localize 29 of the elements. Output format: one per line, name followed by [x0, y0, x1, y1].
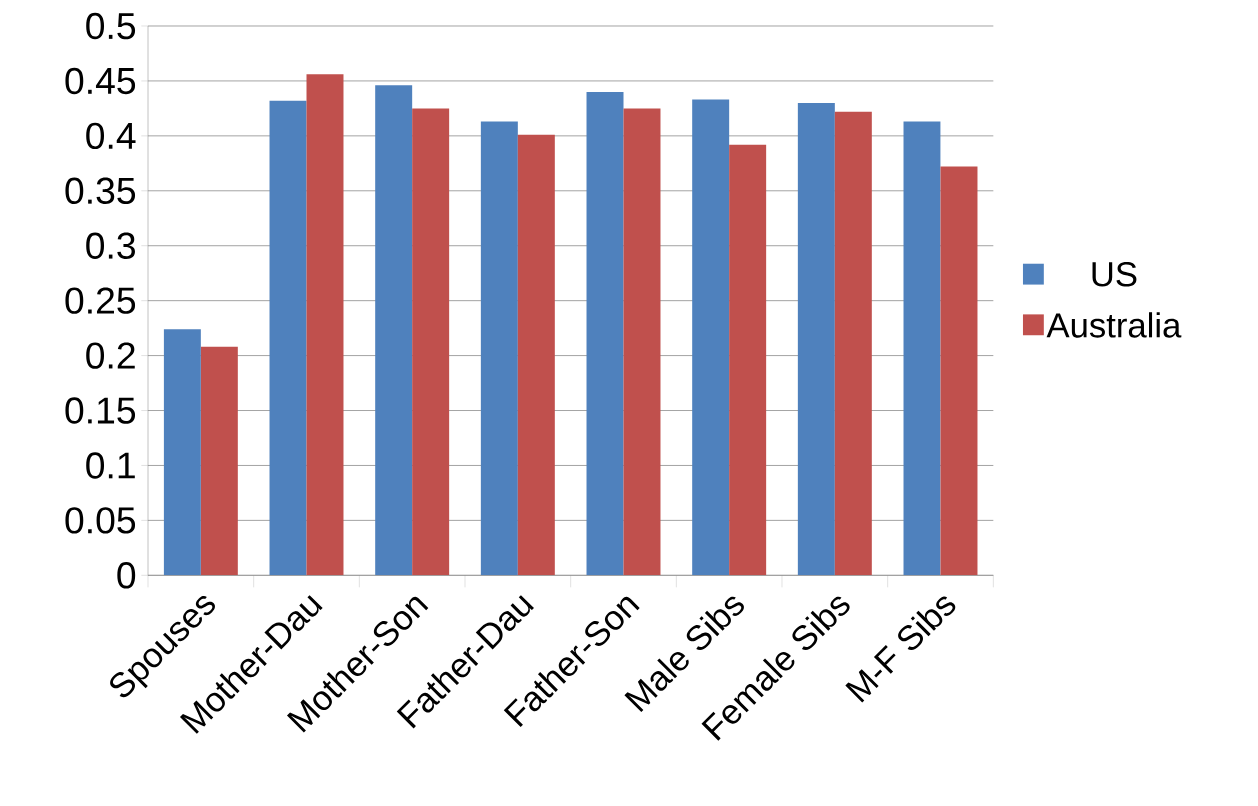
bar — [163, 329, 201, 576]
bar — [306, 74, 344, 576]
bar — [517, 134, 555, 576]
bar — [412, 108, 450, 576]
y-tick-label: 0.05 — [65, 507, 136, 534]
bar — [200, 346, 238, 576]
y-tick-label: 0.5 — [86, 12, 136, 40]
bar — [903, 121, 941, 576]
y-tick-label: 0 — [117, 562, 136, 589]
legend-label: US — [1092, 261, 1137, 287]
y-tick-label: 0.35 — [65, 177, 136, 204]
bar — [375, 85, 413, 576]
y-tick-label: 0.1 — [86, 452, 135, 479]
y-tick-label: 0.2 — [86, 342, 135, 369]
legend-label: Australia — [1046, 312, 1182, 338]
bar — [692, 99, 730, 576]
y-tick-label: 0.15 — [65, 397, 136, 424]
bar — [480, 121, 518, 576]
bar — [269, 100, 307, 576]
y-tick-label: 0.25 — [65, 287, 136, 314]
y-tick-label: 0.4 — [86, 122, 136, 150]
bar — [729, 144, 767, 576]
bar — [623, 108, 661, 576]
bar — [797, 102, 835, 576]
y-tick-label: 0.3 — [86, 232, 135, 259]
bar — [940, 166, 978, 576]
bar — [834, 111, 872, 576]
bar — [586, 91, 624, 576]
y-tick-label: 0.45 — [65, 67, 136, 95]
